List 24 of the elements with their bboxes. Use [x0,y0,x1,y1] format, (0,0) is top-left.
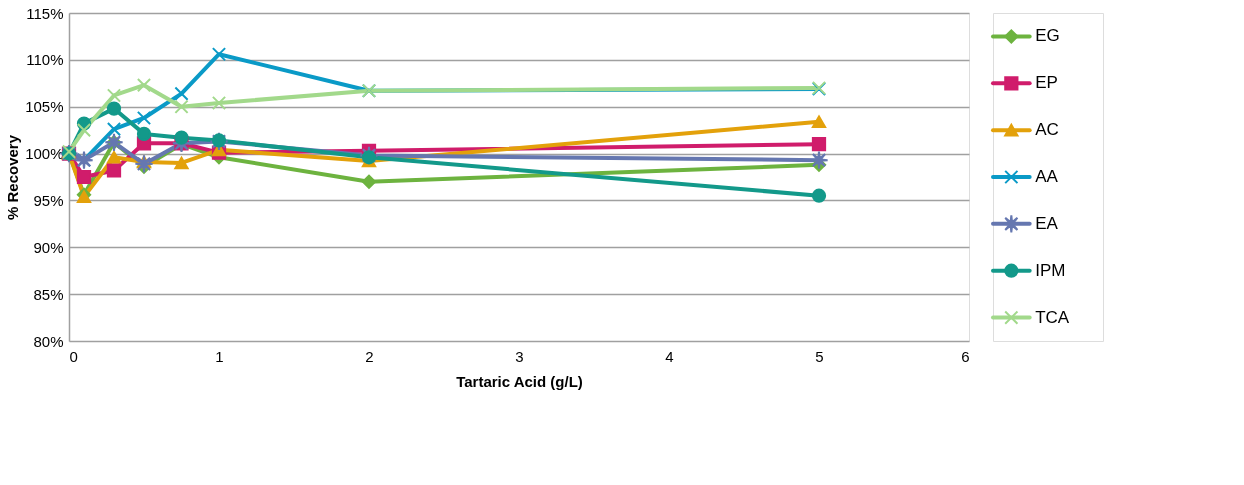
legend-label: EG [1035,26,1060,46]
x-tick-label: 3 [515,347,524,365]
legend-label: AC [1035,120,1059,140]
legend-label: EA [1035,213,1059,233]
y-tick-label: 90% [33,238,64,256]
legend-label: AA [1035,167,1059,186]
x-tick-label: 1 [215,347,224,365]
x-tick-label: 5 [815,347,824,365]
legend-label: IPM [1035,260,1066,280]
y-tick-label: 110% [26,51,64,69]
legend-label: TCA [1035,307,1070,327]
legend-label: EP [1035,73,1058,93]
x-tick-label: 4 [665,347,674,365]
y-tick-label: 85% [33,285,64,303]
y-tick-label: 105% [25,98,64,116]
y-tick-label: 100% [25,145,64,163]
y-tick-label: 80% [33,332,64,350]
y-tick-label: 95% [33,191,64,209]
x-tick-label: 0 [69,347,78,365]
x-tick-label: 6 [961,347,970,365]
y-tick-label: 115% [26,4,64,22]
x-axis-title: Tartaric Acid (g/L) [456,372,583,390]
x-tick-label: 2 [365,347,374,365]
y-axis-title: % Recovery [4,134,22,221]
